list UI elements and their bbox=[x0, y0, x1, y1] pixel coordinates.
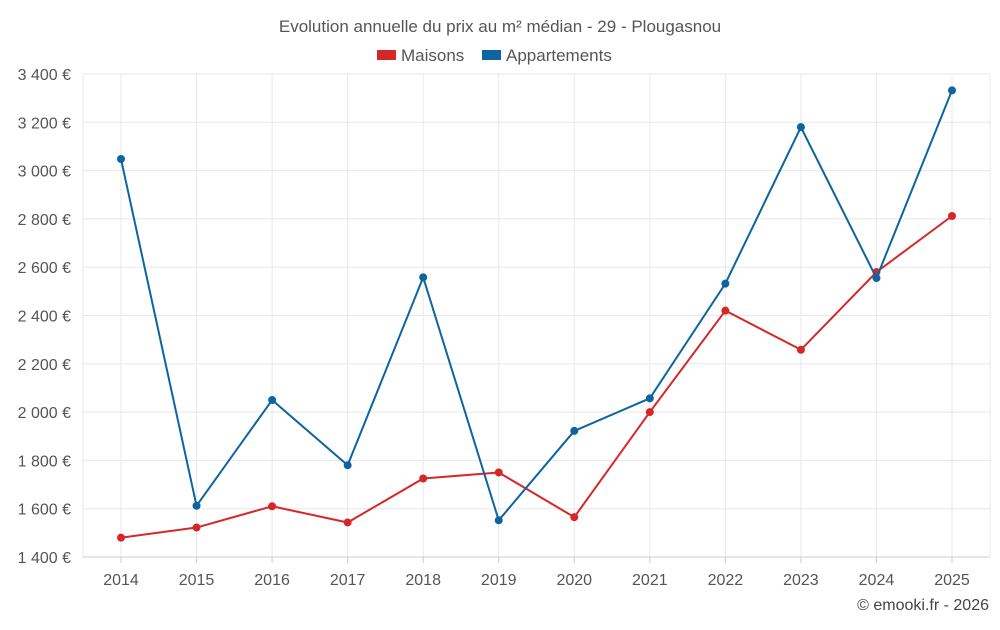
y-tick-label: 2 600 € bbox=[18, 260, 71, 277]
legend-label: Appartements bbox=[506, 46, 612, 65]
data-point-appartements[interactable] bbox=[268, 396, 277, 405]
x-tick-label: 2015 bbox=[179, 572, 215, 589]
x-tick-label: 2022 bbox=[708, 572, 744, 589]
data-point-maisons[interactable] bbox=[645, 408, 654, 417]
x-tick-label: 2021 bbox=[632, 572, 668, 589]
x-tick-label: 2019 bbox=[481, 572, 517, 589]
x-tick-label: 2025 bbox=[934, 572, 970, 589]
legend-swatch bbox=[482, 50, 501, 60]
data-point-appartements[interactable] bbox=[570, 426, 579, 435]
x-tick-label: 2018 bbox=[405, 572, 441, 589]
y-tick-label: 3 400 € bbox=[18, 67, 71, 84]
x-tick-label: 2017 bbox=[330, 572, 366, 589]
x-tick-label: 2023 bbox=[783, 572, 819, 589]
y-tick-label: 3 000 € bbox=[18, 164, 71, 181]
data-point-appartements[interactable] bbox=[872, 274, 881, 283]
y-tick-label: 3 200 € bbox=[18, 115, 71, 132]
data-point-appartements[interactable] bbox=[117, 155, 125, 164]
data-point-maisons[interactable] bbox=[343, 518, 352, 527]
y-tick-label: 2 800 € bbox=[18, 212, 71, 229]
y-tick-label: 2 000 € bbox=[18, 405, 71, 422]
data-point-appartements[interactable] bbox=[343, 461, 352, 470]
data-point-maisons[interactable] bbox=[494, 468, 503, 477]
series-appartements bbox=[117, 86, 956, 525]
x-axis: 2014 2015 2016 2017 2018 2019 2020 2021 2022 2023… bbox=[83, 556, 990, 589]
data-point-appartements[interactable] bbox=[192, 501, 201, 510]
data-point-maisons[interactable] bbox=[268, 502, 277, 511]
series-line-appartements bbox=[120, 90, 953, 522]
data-point-maisons[interactable] bbox=[570, 513, 579, 522]
legend-item-maisons[interactable]: Maisons bbox=[377, 46, 464, 65]
series-line-maisons bbox=[120, 215, 953, 539]
data-point-maisons[interactable] bbox=[192, 523, 201, 532]
series-maisons bbox=[117, 212, 956, 542]
y-tick-label: 1 400 € bbox=[18, 550, 71, 567]
y-tick-label: 2 200 € bbox=[18, 357, 71, 374]
data-point-maisons[interactable] bbox=[948, 212, 956, 221]
data-point-appartements[interactable] bbox=[494, 516, 503, 525]
legend: Maisons Appartements bbox=[377, 46, 612, 65]
legend-label: Maisons bbox=[401, 46, 464, 65]
data-point-appartements[interactable] bbox=[796, 123, 805, 132]
chart-title: Evolution annuelle du prix au m² médian … bbox=[279, 17, 721, 36]
data-point-maisons[interactable] bbox=[117, 533, 125, 542]
data-point-appartements[interactable] bbox=[645, 394, 654, 403]
credit-text: © emooki.fr - 2026 bbox=[857, 597, 989, 614]
data-point-maisons[interactable] bbox=[419, 474, 428, 483]
data-point-appartements[interactable] bbox=[419, 273, 428, 282]
x-tick-label: 2014 bbox=[103, 572, 139, 589]
grid bbox=[82, 73, 991, 558]
data-point-appartements[interactable] bbox=[948, 86, 956, 95]
data-point-maisons[interactable] bbox=[721, 306, 730, 315]
x-tick-label: 2016 bbox=[254, 572, 290, 589]
y-tick-label: 1 800 € bbox=[18, 453, 71, 470]
data-point-appartements[interactable] bbox=[721, 279, 730, 288]
data-point-maisons[interactable] bbox=[796, 345, 805, 354]
series-layer bbox=[117, 86, 956, 542]
y-axis: 1 400 € 1 600 € 1 800 € 2 000 € 2 200 € 2 400… bbox=[18, 67, 71, 567]
x-tick-label: 2020 bbox=[556, 572, 592, 589]
y-tick-label: 2 400 € bbox=[18, 309, 71, 326]
y-tick-label: 1 600 € bbox=[18, 502, 71, 519]
legend-item-appartements[interactable]: Appartements bbox=[482, 46, 612, 65]
legend-swatch bbox=[377, 50, 396, 60]
x-tick-label: 2024 bbox=[859, 572, 895, 589]
